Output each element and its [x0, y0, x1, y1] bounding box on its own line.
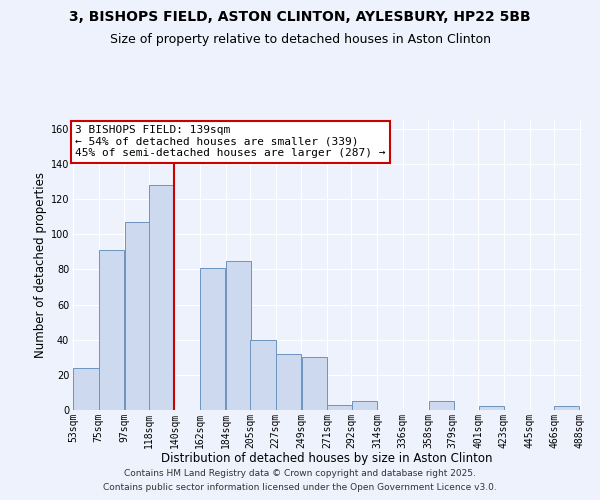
Bar: [352, 401, 377, 410]
Text: 3 BISHOPS FIELD: 139sqm
← 54% of detached houses are smaller (339)
45% of semi-d: 3 BISHOPS FIELD: 139sqm ← 54% of detache…: [76, 126, 386, 158]
Bar: [428, 401, 454, 410]
X-axis label: Distribution of detached houses by size in Aston Clinton: Distribution of detached houses by size …: [161, 452, 493, 465]
Bar: [125, 222, 150, 410]
Text: 3, BISHOPS FIELD, ASTON CLINTON, AYLESBURY, HP22 5BB: 3, BISHOPS FIELD, ASTON CLINTON, AYLESBU…: [69, 10, 531, 24]
Bar: [302, 358, 327, 410]
Bar: [99, 250, 124, 410]
Bar: [276, 354, 301, 410]
Bar: [554, 406, 580, 410]
Bar: [226, 260, 251, 410]
Bar: [250, 340, 275, 410]
Bar: [200, 268, 226, 410]
Bar: [73, 368, 98, 410]
Bar: [149, 185, 174, 410]
Text: Contains public sector information licensed under the Open Government Licence v3: Contains public sector information licen…: [103, 484, 497, 492]
Bar: [479, 406, 504, 410]
Y-axis label: Number of detached properties: Number of detached properties: [34, 172, 47, 358]
Text: Size of property relative to detached houses in Aston Clinton: Size of property relative to detached ho…: [110, 32, 491, 46]
Bar: [327, 404, 352, 410]
Text: Contains HM Land Registry data © Crown copyright and database right 2025.: Contains HM Land Registry data © Crown c…: [124, 468, 476, 477]
